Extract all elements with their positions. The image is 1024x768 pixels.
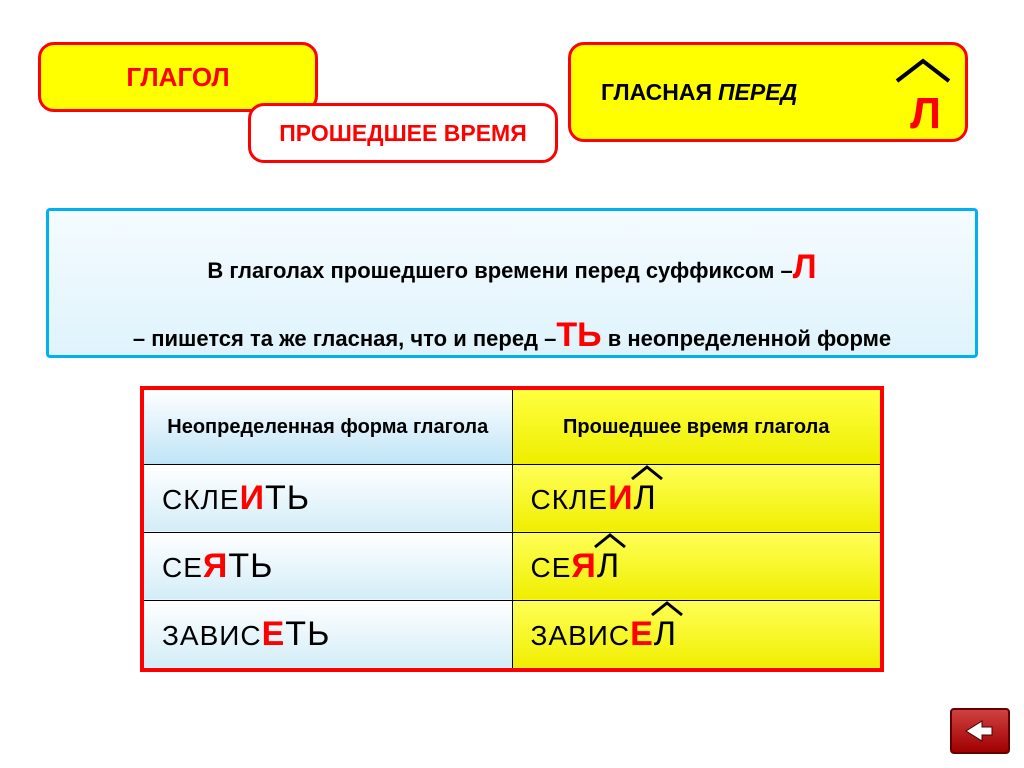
inf-vowel: Е [262, 615, 286, 653]
badge-vowel: ГЛАСНАЯ ПЕРЕД Л [568, 42, 968, 142]
table-row: СЕЯТЬСЕЯЛ [142, 532, 882, 600]
cell-infinitive: СКЛЕИТЬ [142, 464, 512, 532]
inf-vowel: И [240, 479, 265, 517]
inf-base: ЗАВИС [162, 620, 262, 651]
badge-verb-label: ГЛАГОЛ [126, 62, 229, 93]
past-ending: Л [654, 615, 677, 653]
badge-tense: ПРОШЕДШЕЕ ВРЕМЯ [248, 103, 558, 163]
past-base: ЗАВИС [531, 620, 631, 651]
return-button[interactable] [950, 708, 1010, 754]
badge-verb: ГЛАГОЛ [38, 42, 318, 112]
inf-vowel: Я [203, 547, 228, 585]
past-ending: Л [634, 479, 657, 517]
return-arrow-icon [962, 717, 998, 745]
suffix-hat-icon [593, 533, 627, 549]
past-base: СКЛЕ [531, 484, 609, 515]
suffix-letter: Л [910, 89, 941, 139]
vowel-italic: ПЕРЕД [718, 79, 797, 106]
vowel-bold: ГЛАСНАЯ [601, 79, 712, 106]
cell-past: СЕЯЛ [512, 532, 882, 600]
rule-suffix-ti: ТЬ [556, 316, 601, 354]
rule-line-1: В глаголах прошедшего времени перед суфф… [59, 233, 965, 301]
rule-suffix-l: Л [793, 248, 817, 286]
table-row: ЗАВИСЕТЬЗАВИСЕЛ [142, 600, 882, 670]
badge-tense-label: ПРОШЕДШЕЕ ВРЕМЯ [279, 120, 526, 147]
cell-infinitive: ЗАВИСЕТЬ [142, 600, 512, 670]
table-header-row: Неопределенная форма глагола Прошедшее в… [142, 388, 882, 464]
suffix-hat-icon [893, 55, 953, 85]
cell-infinitive: СЕЯТЬ [142, 532, 512, 600]
past-suffix-wrap: Л [634, 479, 657, 518]
past-ending: Л [597, 547, 620, 585]
suffix-hat-icon [650, 601, 684, 617]
table-row: СКЛЕИТЬСКЛЕИЛ [142, 464, 882, 532]
inf-base: СКЛЕ [162, 484, 240, 515]
inf-base: СЕ [162, 552, 203, 583]
col-header-infinitive: Неопределенная форма глагола [142, 388, 512, 464]
cell-past: ЗАВИСЕЛ [512, 600, 882, 670]
col-header-past: Прошедшее время глагола [512, 388, 882, 464]
past-base: СЕ [531, 552, 572, 583]
past-suffix-wrap: Л [654, 615, 677, 654]
past-vowel: И [608, 479, 633, 517]
suffix-hat-icon [630, 465, 664, 481]
past-vowel: Е [630, 615, 654, 653]
verb-table: Неопределенная форма глагола Прошедшее в… [140, 386, 884, 672]
rule-box: В глаголах прошедшего времени перед суфф… [46, 208, 978, 358]
cell-past: СКЛЕИЛ [512, 464, 882, 532]
inf-ending: ТЬ [265, 479, 310, 517]
inf-ending: ТЬ [228, 547, 273, 585]
past-vowel: Я [571, 547, 596, 585]
past-suffix-wrap: Л [597, 547, 620, 586]
inf-ending: ТЬ [285, 615, 330, 653]
rule-line-2: – пишется та же гласная, что и перед –ТЬ… [59, 301, 965, 369]
